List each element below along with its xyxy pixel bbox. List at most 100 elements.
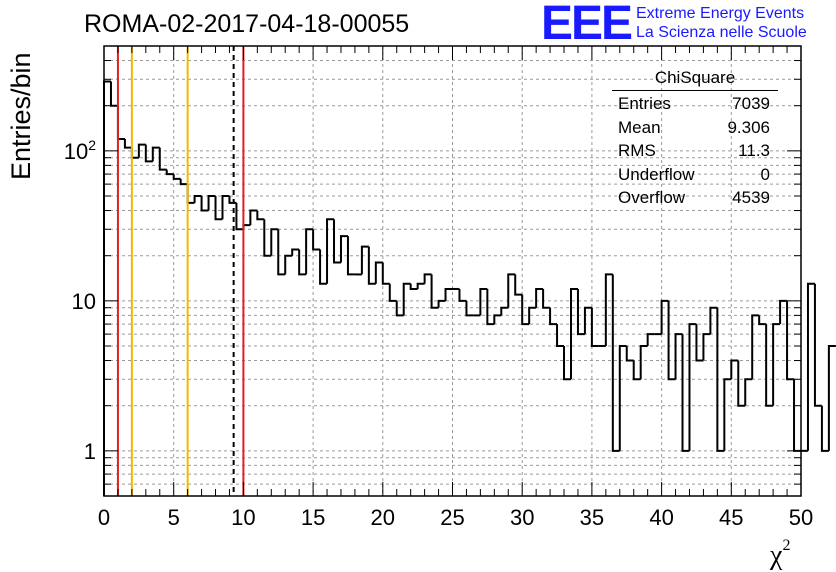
- histogram-bin: [416, 282, 425, 289]
- histogram-bin: [709, 306, 718, 335]
- histogram-bin: [765, 324, 774, 407]
- histogram-bin: [367, 246, 376, 285]
- histogram-bin: [263, 219, 272, 257]
- histogram-bin: [514, 274, 523, 296]
- histogram-bin: [326, 218, 335, 284]
- histogram-bin: [632, 360, 641, 381]
- grid-lines: [104, 46, 801, 496]
- histogram-bin: [144, 144, 153, 163]
- histogram-bin: [346, 236, 355, 276]
- histogram-bin: [779, 299, 788, 325]
- y-axis-label: Entries/bin: [6, 52, 36, 180]
- eee-logo: EEE: [541, 0, 633, 50]
- x-axis-label: χ2: [770, 536, 791, 571]
- histogram-bin: [360, 245, 369, 275]
- histogram-bin: [249, 209, 258, 226]
- histogram-bin: [660, 299, 669, 335]
- histogram-bin: [806, 282, 815, 451]
- histogram-bin: [646, 333, 655, 346]
- histogram-bin: [207, 195, 216, 211]
- histogram-bin: [123, 138, 132, 149]
- histogram-bin: [590, 307, 599, 347]
- x-tick-label: 45: [719, 505, 743, 530]
- stats-row: Mean 9.306: [618, 117, 770, 137]
- histogram-bin: [151, 146, 160, 162]
- histogram-bin: [493, 314, 502, 325]
- histogram-bin: [430, 274, 439, 309]
- stats-box: ChiSquare Entries 7039 Mean 9.306 RMS 11.3 …: [612, 68, 778, 210]
- x-tick-label: 40: [649, 505, 673, 530]
- histogram-bin: [542, 288, 551, 309]
- histogram-bin: [465, 300, 474, 317]
- histogram-bin: [535, 287, 544, 308]
- x-tick-label: 20: [371, 505, 395, 530]
- histogram-bin: [758, 315, 767, 326]
- x-tick-label: 50: [789, 505, 813, 530]
- histogram-bin: [186, 184, 195, 204]
- histogram-bin: [221, 195, 230, 220]
- y-tick-label: 1: [84, 439, 96, 464]
- histogram-bin: [793, 379, 801, 452]
- histogram-bin: [786, 300, 795, 381]
- y-tick-label: 10: [72, 289, 96, 314]
- histogram-bin: [388, 283, 397, 302]
- histogram-bin: [137, 143, 146, 158]
- histogram-bin: [193, 195, 202, 203]
- histogram-bin: [277, 229, 286, 276]
- stats-row: Overflow 4539: [618, 188, 770, 207]
- histogram-bin: [667, 300, 676, 381]
- histogram-bin: [437, 299, 446, 308]
- stats-row: Entries 7039: [618, 94, 770, 113]
- histogram-bin: [730, 359, 739, 380]
- histogram-bin: [409, 283, 418, 290]
- histogram-bin: [618, 345, 627, 451]
- histogram-bin: [179, 178, 188, 186]
- reference-lines: [116, 46, 245, 496]
- histogram-bin: [583, 306, 592, 335]
- histogram-bin: [214, 196, 223, 221]
- x-tick-label: 5: [168, 505, 180, 530]
- histogram-bin: [444, 287, 453, 301]
- histogram-bin: [563, 346, 571, 381]
- histogram-bin: [674, 333, 683, 380]
- histogram-bin: [827, 345, 836, 451]
- x-tick-label: 35: [580, 505, 604, 530]
- histogram-bin: [702, 333, 711, 361]
- histogram-bin: [820, 405, 829, 452]
- histogram-bin: [200, 196, 209, 212]
- histogram-bin: [158, 147, 167, 171]
- histogram-bin: [576, 288, 585, 336]
- histogram-bin: [402, 282, 411, 316]
- histogram-bin: [458, 288, 467, 302]
- histogram-bin: [744, 378, 753, 406]
- histogram-bin: [625, 346, 634, 362]
- histogram-bin: [116, 105, 125, 140]
- histogram-bin: [695, 324, 704, 362]
- histogram-bin: [242, 224, 251, 230]
- histogram-bin: [381, 262, 390, 285]
- histogram-bin: [556, 324, 565, 347]
- histogram-bin: [305, 228, 314, 275]
- y-tick-label: 102: [64, 137, 96, 164]
- stats-row: Underflow 0: [618, 164, 770, 184]
- histogram-bin: [639, 345, 648, 380]
- x-tick-label: 30: [510, 505, 534, 530]
- histogram-bin: [716, 307, 725, 452]
- histogram-bin: [604, 273, 613, 346]
- histogram-bin: [423, 273, 432, 284]
- histogram-bin: [521, 294, 530, 326]
- histogram-bin: [479, 287, 488, 316]
- histogram-bin: [500, 306, 509, 316]
- histogram-bin: [507, 273, 516, 308]
- histogram-bin: [549, 307, 558, 326]
- x-tick-label: 0: [98, 505, 110, 530]
- histogram-bin: [235, 202, 244, 231]
- chart-title: ROMA-02-2017-04-18-00055: [84, 10, 410, 38]
- histogram-bin: [395, 300, 404, 317]
- histogram-bin: [103, 80, 111, 496]
- histogram-bin: [130, 147, 139, 159]
- histogram-bin: [737, 360, 746, 407]
- histogram-bin: [284, 254, 293, 275]
- histogram-bin: [333, 219, 341, 264]
